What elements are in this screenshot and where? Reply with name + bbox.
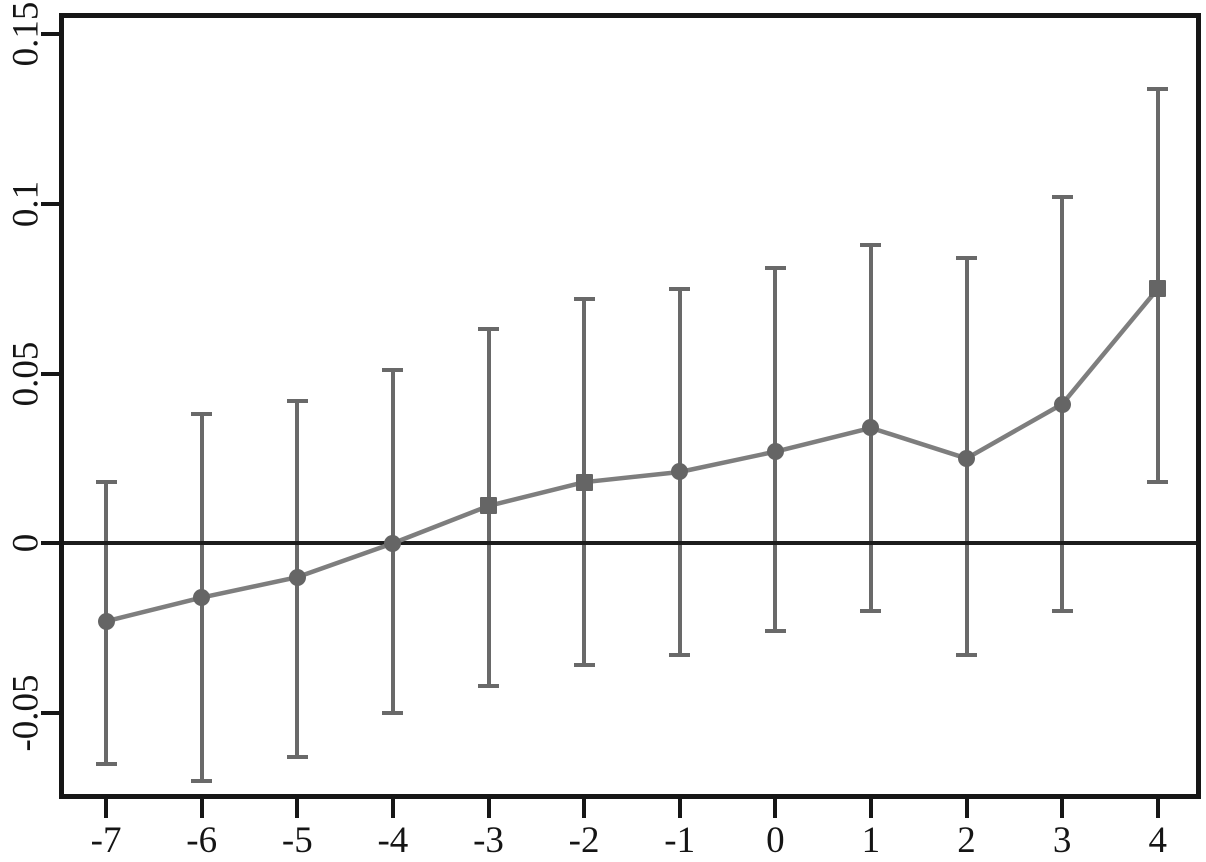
data-point-marker bbox=[766, 443, 784, 461]
error-bar-cap-bottom bbox=[95, 761, 117, 766]
data-point-marker bbox=[1053, 395, 1071, 413]
error-bar-cap-bottom bbox=[478, 683, 499, 688]
x-axis-tick bbox=[486, 799, 491, 818]
y-axis-tick bbox=[41, 201, 59, 206]
data-point-marker bbox=[97, 612, 115, 630]
error-bar-cap-top bbox=[764, 266, 786, 271]
x-axis-tick-label: -4 bbox=[377, 820, 409, 861]
error-bar-cap-top bbox=[956, 256, 978, 261]
x-axis-tick-label: -3 bbox=[473, 820, 504, 861]
error-bar-cap-bottom bbox=[956, 653, 978, 658]
x-axis-tick-label: 4 bbox=[1148, 820, 1168, 861]
data-point-marker bbox=[575, 473, 593, 491]
x-axis-tick bbox=[295, 799, 300, 818]
error-bar-cap-bottom bbox=[191, 778, 213, 783]
error-bar-cap-bottom bbox=[860, 609, 882, 614]
error-bar-cap-top bbox=[1147, 86, 1169, 91]
error-bar-cap-top bbox=[1051, 195, 1073, 200]
y-axis-tick bbox=[41, 371, 59, 376]
x-axis-tick bbox=[1060, 799, 1065, 818]
x-axis-tick-label: 2 bbox=[957, 820, 976, 861]
x-axis-tick-label: -5 bbox=[281, 820, 313, 861]
x-axis-tick-label: 1 bbox=[861, 820, 881, 861]
y-axis-tick-label: 0.05 bbox=[5, 341, 47, 406]
data-point-marker bbox=[480, 497, 497, 515]
data-point-marker bbox=[958, 449, 976, 467]
error-bar-cap-bottom bbox=[1051, 609, 1073, 614]
error-bar-cap-top bbox=[860, 242, 882, 247]
x-axis-tick-label: 0 bbox=[766, 820, 785, 861]
x-axis-tick-label: -7 bbox=[90, 820, 122, 861]
x-axis-tick bbox=[677, 799, 682, 818]
error-bar-cap-top bbox=[286, 398, 308, 403]
x-axis-tick bbox=[964, 799, 969, 818]
error-bar-cap-top bbox=[191, 412, 213, 417]
data-point-marker bbox=[862, 419, 880, 437]
x-axis-tick-label: -6 bbox=[186, 820, 218, 861]
x-axis-tick bbox=[104, 799, 109, 818]
error-bar-cap-bottom bbox=[669, 653, 691, 658]
data-point-marker bbox=[1149, 280, 1167, 298]
x-axis-tick-label: -1 bbox=[664, 820, 696, 861]
error-bar-cap-bottom bbox=[286, 755, 308, 759]
y-axis-tick-label: 0 bbox=[5, 534, 47, 553]
x-axis-tick bbox=[1155, 799, 1160, 818]
error-bar-cap-top bbox=[95, 480, 117, 485]
data-point-marker bbox=[671, 463, 689, 481]
error-bar-cap-bottom bbox=[764, 629, 786, 634]
error-bar-cap-top bbox=[382, 368, 404, 373]
zero-reference-line bbox=[64, 541, 1196, 546]
x-axis-tick-label: -2 bbox=[568, 820, 600, 861]
data-point-marker bbox=[288, 568, 306, 586]
error-bar-cap-bottom bbox=[382, 710, 404, 715]
data-point-marker bbox=[384, 534, 402, 552]
error-bar-cap-top bbox=[669, 286, 691, 291]
y-axis-tick-label: 0.1 bbox=[5, 180, 47, 228]
x-axis-tick bbox=[582, 799, 587, 818]
y-axis-tick bbox=[41, 541, 59, 546]
error-bar-cap-top bbox=[573, 296, 595, 301]
error-bar-cap-top bbox=[478, 327, 499, 332]
y-axis-tick-label: 0.15 bbox=[5, 1, 47, 67]
data-point-marker bbox=[193, 589, 211, 607]
x-axis-tick bbox=[199, 799, 204, 818]
y-axis-tick bbox=[41, 32, 59, 37]
y-axis-tick bbox=[41, 710, 59, 715]
error-bar-cap-bottom bbox=[1147, 480, 1169, 485]
y-axis-tick-label: -0.05 bbox=[5, 674, 47, 752]
x-axis-tick bbox=[390, 799, 395, 818]
x-axis-tick-label: 3 bbox=[1052, 820, 1072, 861]
x-axis-tick bbox=[773, 799, 778, 818]
x-axis-tick bbox=[868, 799, 873, 818]
plot-frame bbox=[59, 13, 1201, 799]
error-bar-cap-bottom bbox=[573, 663, 595, 668]
